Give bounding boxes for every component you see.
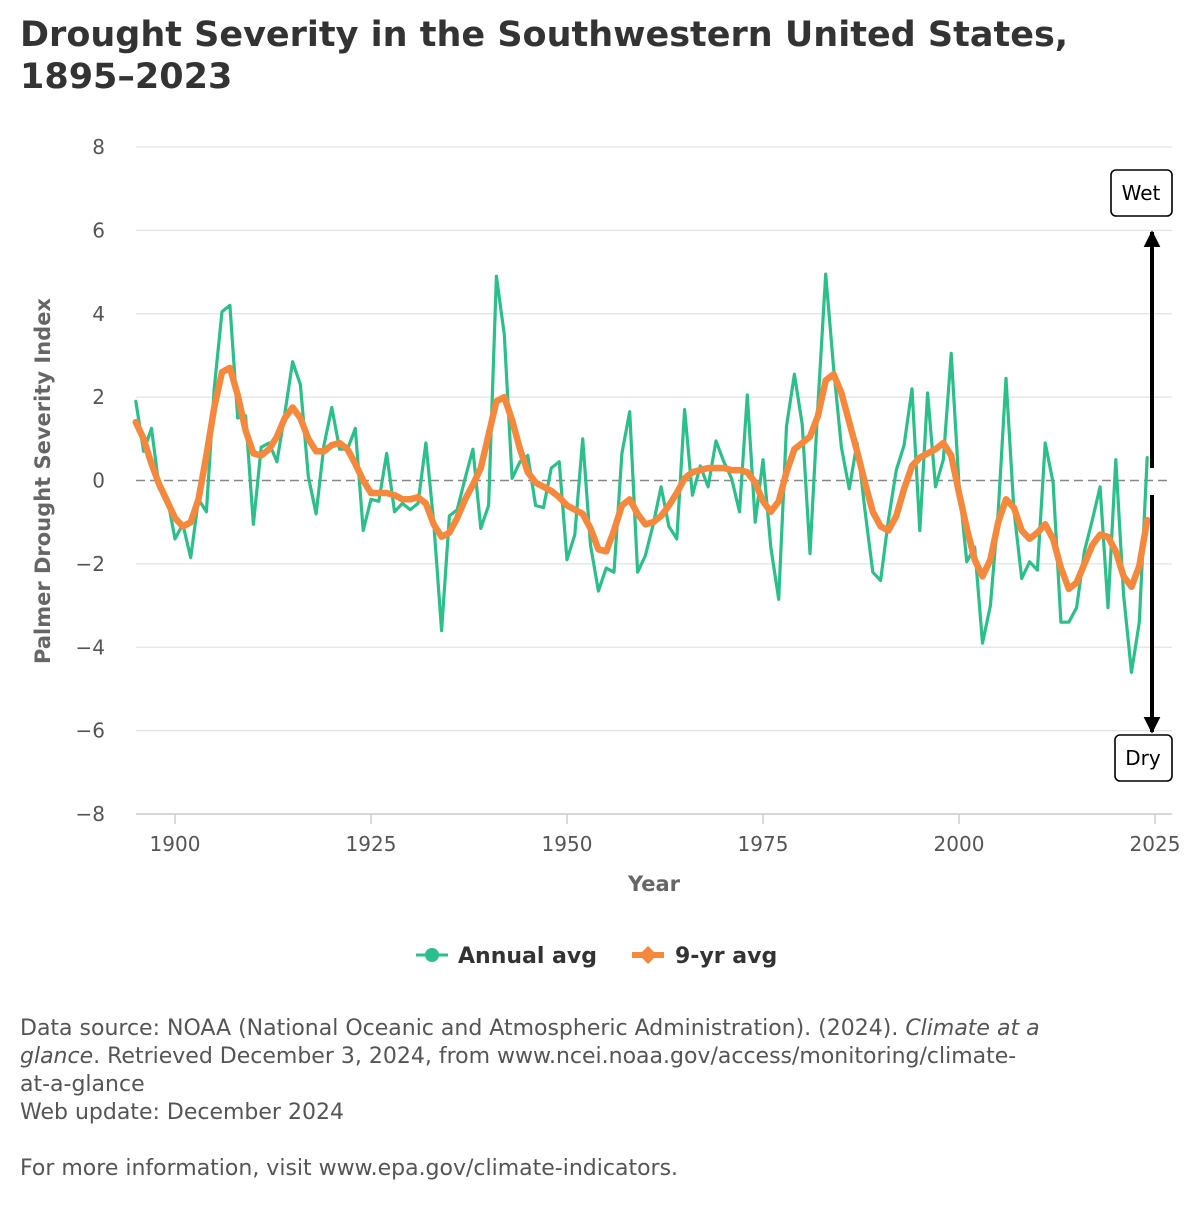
y-tick-label: 0 xyxy=(92,469,105,493)
series-9yr-avg-line[interactable] xyxy=(132,364,1151,593)
y-tick-label: 8 xyxy=(92,135,105,159)
data-source-cont: glance. Retrieved December 3, 2024, from… xyxy=(20,1043,1170,1071)
y-axis-title: Palmer Drought Severity Index xyxy=(31,298,55,664)
chart-title: Drought Severity in the Southwestern Uni… xyxy=(20,15,1069,97)
dry-label-box xyxy=(1114,734,1173,782)
annotations: Wet Dry xyxy=(1110,169,1173,782)
wet-label: Wet xyxy=(1122,181,1161,205)
y-tick-label: −4 xyxy=(76,635,105,659)
series-layer xyxy=(132,272,1151,674)
footer: Data source: NOAA (National Oceanic and … xyxy=(20,1015,1170,1183)
y-tick-label: −8 xyxy=(76,802,105,826)
legend-annual-label: Annual avg xyxy=(458,944,597,969)
x-tick-label: 1950 xyxy=(542,832,593,856)
x-axis-ticks: 1900 1925 1950 1975 2000 2025 xyxy=(150,814,1181,856)
web-update: Web update: December 2024 xyxy=(20,1100,344,1125)
series-annual-avg-line[interactable] xyxy=(134,272,1149,674)
source-text-1: Data source: NOAA (National Oceanic and … xyxy=(20,1016,906,1041)
wet-label-box xyxy=(1110,169,1173,217)
legend-item-9yr[interactable]: 9-yr avg xyxy=(632,944,777,969)
more-info: For more information, visit www.epa.gov/… xyxy=(20,1156,679,1181)
y-axis-ticks: 8 6 4 2 0 −2 −4 −6 −8 xyxy=(76,135,105,826)
chart: 8 6 4 2 0 −2 −4 −6 −8 1900 1925 1950 1975 2000 2025 W… xyxy=(31,135,1181,969)
y-tick-label: 4 xyxy=(92,302,105,326)
grid-lines xyxy=(136,146,1172,732)
y-tick-label: −6 xyxy=(76,719,105,743)
data-source: Data source: NOAA (National Oceanic and … xyxy=(20,1015,1170,1043)
x-tick-label: 1925 xyxy=(346,832,397,856)
data-source-url-end: at-a-glance xyxy=(20,1072,145,1097)
y-tick-label: −2 xyxy=(76,552,105,576)
legend-item-annual[interactable]: Annual avg xyxy=(416,944,597,969)
x-tick-label: 1900 xyxy=(150,832,201,856)
x-tick-label: 2025 xyxy=(1130,832,1181,856)
x-axis-title: Year xyxy=(627,872,681,896)
x-tick-label: 2000 xyxy=(934,832,985,856)
source-title-1: Climate at a xyxy=(905,1016,1040,1041)
legend: Annual avg 9-yr avg xyxy=(416,944,777,969)
x-tick-label: 1975 xyxy=(738,832,789,856)
y-tick-label: 2 xyxy=(92,385,105,409)
y-tick-label: 6 xyxy=(92,218,105,242)
source-title-2: glance xyxy=(20,1044,94,1069)
legend-9yr-label: 9-yr avg xyxy=(675,944,777,969)
source-text-2: . Retrieved December 3, 2024, from www.n… xyxy=(93,1044,1017,1069)
legend-annual-marker xyxy=(425,948,439,962)
legend-9yr-marker xyxy=(639,946,657,964)
dry-label: Dry xyxy=(1125,746,1161,770)
